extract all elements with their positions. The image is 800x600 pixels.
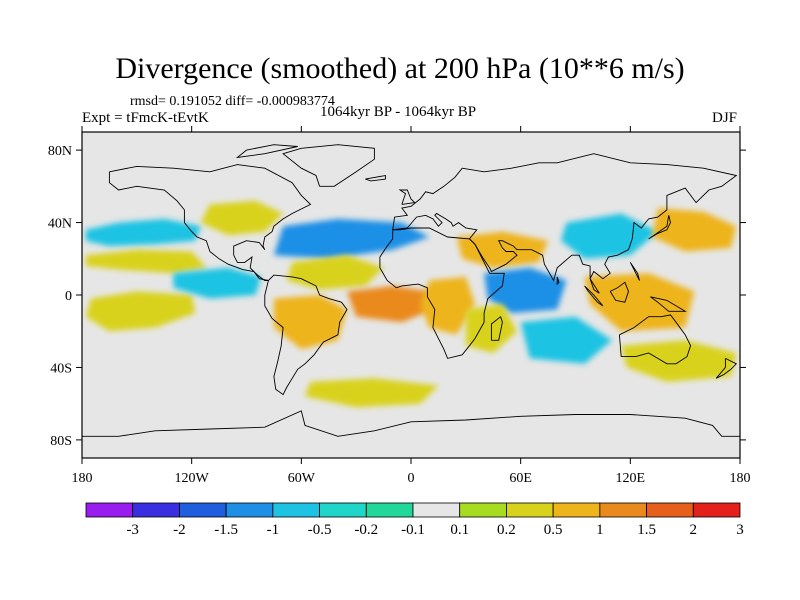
coastline-0	[108, 164, 312, 281]
coastline-5	[618, 314, 692, 365]
field-us-green	[200, 200, 284, 236]
field-equatorial-atlantic-orange	[347, 285, 433, 323]
period-label: 1064kyr BP - 1064kyr BP	[320, 104, 477, 120]
colorbar-label-8: 0.2	[497, 522, 516, 538]
colorbar-swatch-8	[459, 502, 507, 518]
lat-tick-label-4: 80S	[50, 434, 72, 449]
colorbar-swatch-10	[552, 502, 601, 518]
colorbar-label-5: -0.2	[354, 522, 378, 538]
colorbar-swatch-5	[319, 502, 367, 518]
lon-tick-label-6: 180	[730, 471, 751, 486]
colorbar-swatch-13	[692, 502, 741, 518]
colorbar-label-0: -3	[126, 522, 139, 538]
coastline-6	[490, 315, 503, 341]
colorbar-swatch-9	[506, 502, 554, 518]
lat-tick-label-2: 0	[65, 289, 72, 304]
colorbar-label-12: 2	[690, 522, 698, 538]
field-mid-atlantic-yellow	[286, 255, 384, 290]
coastline-11	[650, 296, 687, 312]
colorbar-label-2: -1.5	[214, 522, 238, 538]
coastline-8	[648, 215, 671, 240]
coastline-14	[82, 410, 740, 437]
lat-tick-label-3: 40S	[50, 361, 72, 376]
coastlines	[82, 144, 740, 437]
lat-tick-label-1: 40N	[48, 217, 72, 232]
lon-tick-label-5: 120E	[616, 471, 646, 486]
lat-tick-label-0: 80N	[48, 144, 72, 159]
experiment-label: Expt = tFmcK-tEvtK	[82, 110, 209, 126]
field-indian-ocean-teal	[520, 316, 613, 364]
coastline-12	[629, 262, 640, 281]
colorbar-swatch-11	[599, 502, 647, 518]
colorbar-label-9: 0.5	[544, 522, 563, 538]
colorbar-label-7: 0.1	[450, 522, 469, 538]
colorbar-label-4: -0.5	[308, 522, 332, 538]
field-north-pacific-teal	[85, 218, 201, 247]
coastline-7	[398, 189, 416, 205]
coastline-1	[264, 274, 348, 396]
colorbar: -3 -2 -1.5 -1 -0.5 -0.2 -0.1 0.1 0.2 0.5 1 1.5 2 3	[85, 502, 744, 538]
coastline-15	[235, 144, 298, 159]
field-maritime-continent-orange	[584, 273, 695, 332]
colorbar-swatch-4	[272, 502, 320, 518]
coastline-13	[715, 357, 738, 379]
field-south-pacific-yellow	[621, 340, 737, 382]
field-north-pacific-green	[85, 249, 207, 274]
axis-ticks: 180 120W 60W 0 60E 120E 180 80N 40N 0 40S 80S	[48, 126, 751, 486]
colorbar-label-1: -2	[173, 522, 186, 538]
field-arabian-sea-blue	[484, 267, 567, 314]
field-ne-pacific-teal	[173, 267, 262, 299]
colorbar-swatch-6	[365, 502, 414, 518]
coastline-2	[282, 144, 375, 187]
field-southern-ocean-green	[305, 378, 439, 408]
stats-text: rmsd= 0.191052 diff= -0.000983774	[130, 94, 335, 109]
lon-tick-label-2: 60W	[288, 471, 316, 486]
colorbar-swatch-0	[85, 502, 134, 518]
map-title: Divergence (smoothed) at 200 hPa (10**6 …	[115, 52, 685, 85]
field-tropical-pacific-green	[85, 291, 196, 332]
coastline-4	[392, 153, 738, 294]
lon-tick-label-0: 180	[72, 471, 93, 486]
coastline-10	[609, 281, 629, 303]
field-nw-pacific-orange	[652, 208, 737, 252]
divergence-field	[85, 200, 737, 408]
field-south-america-orange	[273, 295, 347, 350]
lon-tick-label-4: 60E	[509, 471, 532, 486]
colorbar-label-10: 1	[596, 522, 604, 538]
field-north-africa-yellow	[456, 231, 549, 268]
colorbar-label-13: 3	[736, 522, 744, 538]
coastline-16	[365, 174, 386, 182]
coastline-9	[584, 285, 604, 307]
colorbar-swatch-3	[225, 502, 274, 518]
colorbar-label-6: -0.1	[401, 522, 425, 538]
colorbar-swatch-7	[412, 502, 461, 518]
field-atlantic-band-teal	[273, 218, 430, 259]
coastline-17	[556, 276, 560, 286]
colorbar-label-3: -1	[267, 522, 280, 538]
colorbar-swatch-1	[132, 502, 180, 518]
season-label: DJF	[712, 110, 738, 126]
lon-tick-label-1: 120W	[175, 471, 210, 486]
colorbar-label-11: 1.5	[637, 522, 656, 538]
colorbar-swatch-12	[646, 502, 694, 518]
lon-tick-label-3: 0	[408, 471, 415, 486]
colorbar-swatch-2	[179, 502, 227, 518]
